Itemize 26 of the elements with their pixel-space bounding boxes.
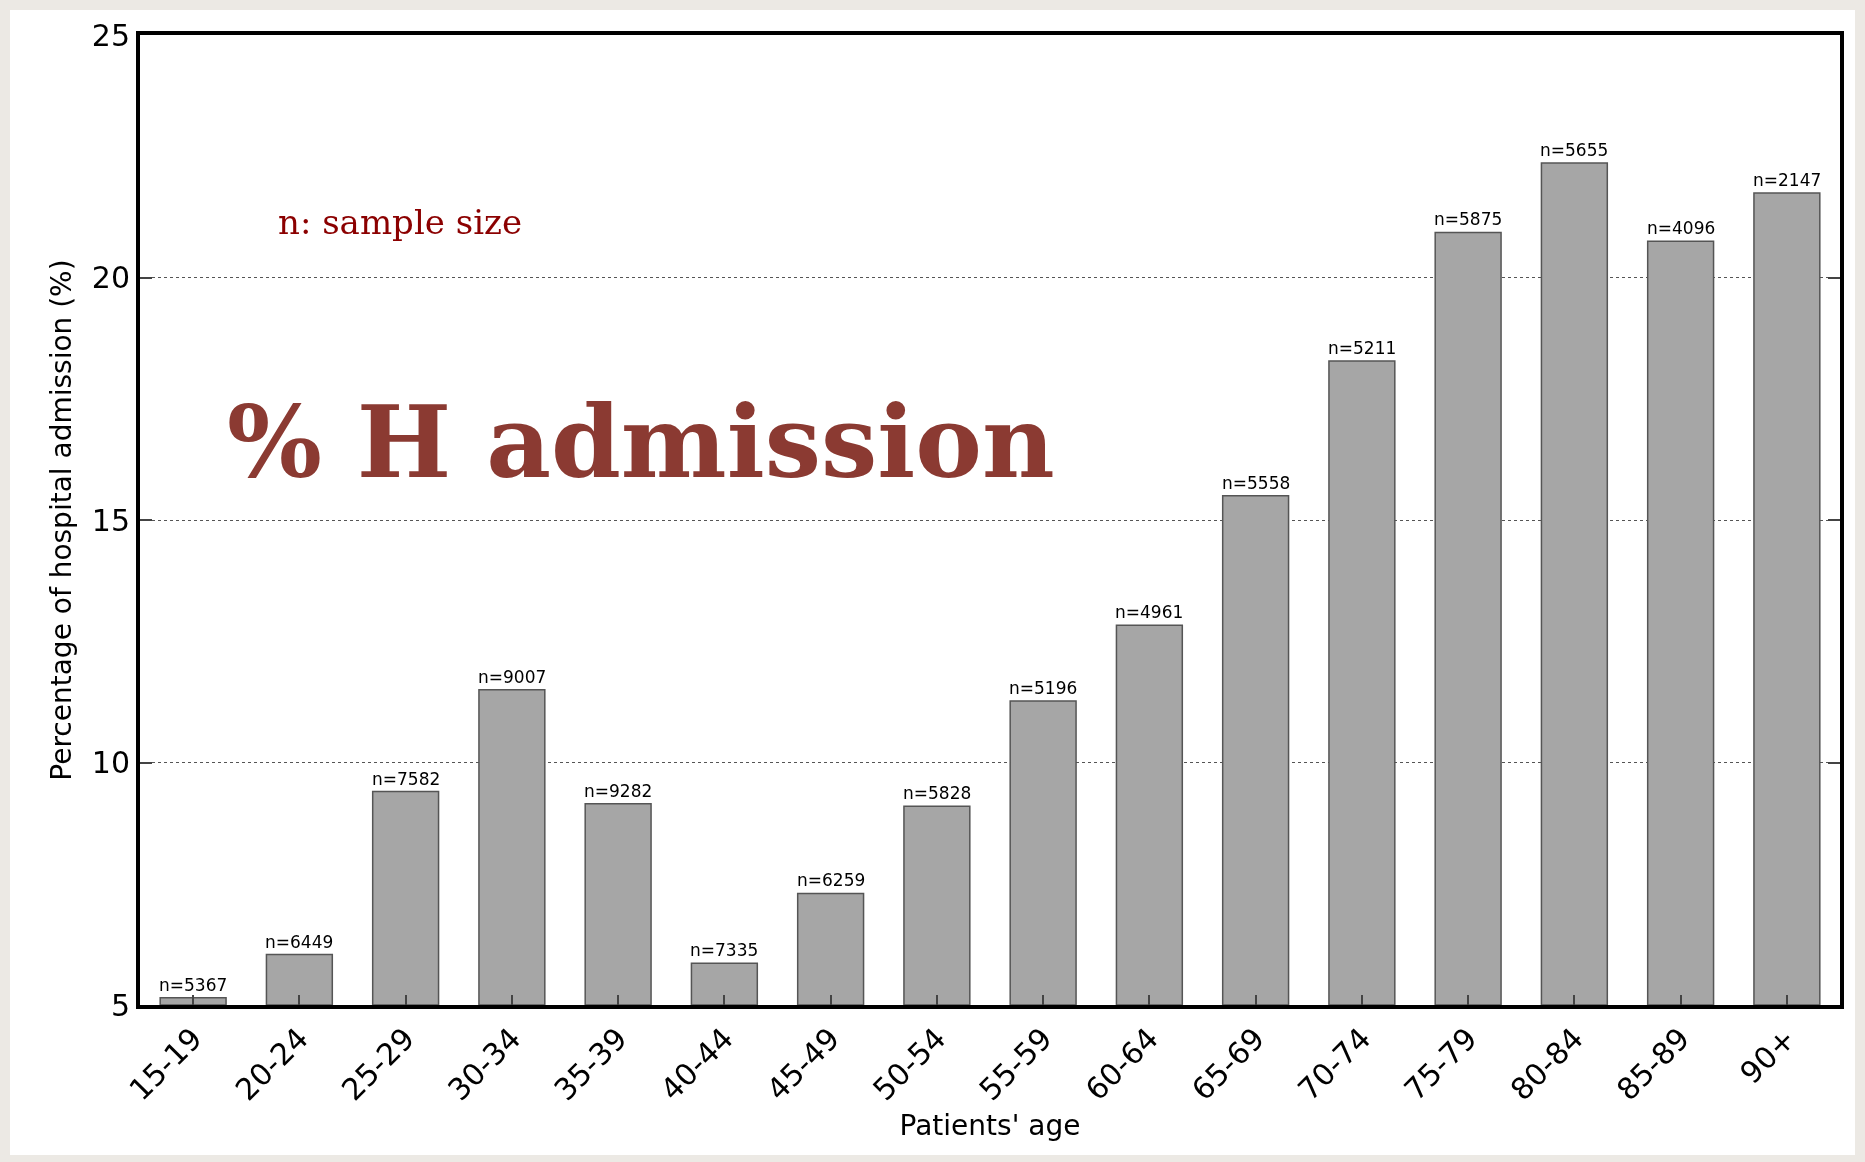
annotation: n=5875 [1434, 209, 1503, 229]
annotation: n=6449 [265, 932, 334, 952]
y-tick-label: 10 [91, 745, 130, 780]
y-tick-label: 5 [110, 987, 130, 1023]
annotation: n=5211 [1328, 338, 1397, 358]
annotation: n=7582 [372, 769, 441, 789]
annotation: n=6259 [797, 870, 866, 890]
x-axis-title: Patients' age [899, 1109, 1081, 1143]
annotation: n=4096 [1647, 218, 1716, 238]
annotation: n=5828 [903, 783, 972, 803]
annotation: n=5367 [159, 975, 228, 995]
annotation: n=5558 [1222, 473, 1291, 493]
y-tick-label: 25 [91, 17, 130, 53]
annotation: n=4961 [1115, 602, 1184, 622]
annotation: n=9282 [584, 781, 653, 801]
annotation: n=5196 [1009, 678, 1078, 698]
annotation: n=5655 [1540, 140, 1609, 160]
y-tick-label: 15 [91, 502, 130, 538]
annotation: n=9007 [478, 667, 547, 687]
annotation: n: sample size [278, 202, 523, 242]
y-tick-label: 20 [91, 260, 130, 295]
annotation: % H admission [227, 383, 1055, 501]
x-tick-label: 90+ [1732, 1020, 1803, 1091]
annotation: n=2147 [1753, 170, 1822, 190]
y-axis-title: Percentage of hospital admission (%) [45, 259, 78, 781]
annotation: n=7335 [690, 940, 759, 960]
